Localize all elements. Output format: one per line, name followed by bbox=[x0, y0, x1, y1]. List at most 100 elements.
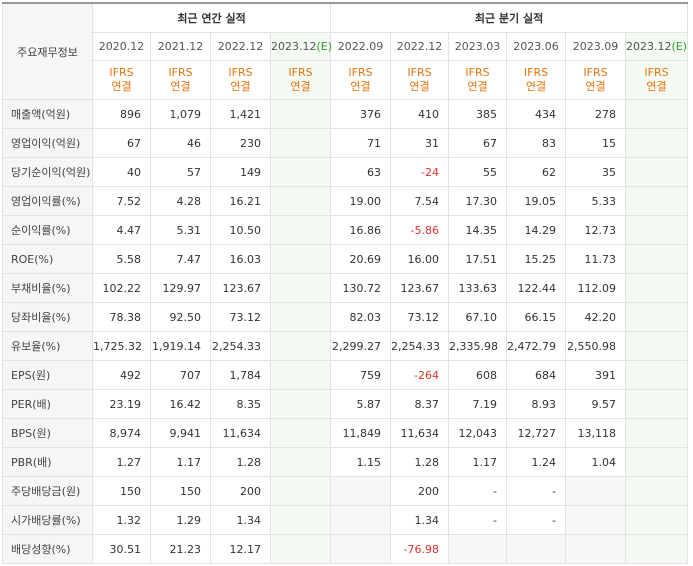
value-cell: 1,421 bbox=[210, 99, 271, 129]
empty-cell bbox=[625, 186, 689, 216]
value-cell: 23.19 bbox=[92, 389, 151, 419]
value-cell: 1.24 bbox=[506, 447, 567, 477]
data-row: 영업이익률(%) 7.52 4.28 16.21 19.00 7.54 17.30 19.05… bbox=[2, 186, 689, 216]
value-cell: 20.69 bbox=[330, 244, 392, 274]
value-cell: 40 bbox=[92, 157, 151, 187]
value-cell: 278 bbox=[565, 99, 627, 129]
value-cell: 17.30 bbox=[448, 186, 508, 216]
basis-text: IFRS bbox=[583, 66, 608, 79]
value-cell: 5.31 bbox=[150, 215, 211, 245]
data-row: 당기순이익(억원) 40 57 149 63 -24 55 62 35 bbox=[2, 157, 689, 187]
empty-cell bbox=[565, 476, 627, 506]
basis-text: 연결 bbox=[170, 80, 191, 93]
value-cell: 16.03 bbox=[210, 244, 271, 274]
value-cell: 8.37 bbox=[390, 389, 450, 419]
value-cell: 12,727 bbox=[506, 418, 567, 448]
row-label: 부채비율(%) bbox=[2, 273, 93, 303]
value-cell: 11,634 bbox=[210, 418, 271, 448]
data-row: BPS(원) 8,974 9,941 11,634 11,849 11,634 12,043… bbox=[2, 418, 689, 448]
row-label: PBR(배) bbox=[2, 447, 93, 477]
row-label: 순이익률(%) bbox=[2, 215, 93, 245]
basis-cell: IFRS 연결 bbox=[506, 60, 567, 100]
value-cell: 896 bbox=[92, 99, 151, 129]
data-row: 매출액(억원) 896 1,079 1,421 376 410 385 434 278 bbox=[2, 99, 689, 129]
value-cell: 8.35 bbox=[210, 389, 271, 419]
value-cell: 7.19 bbox=[448, 389, 508, 419]
column-date: 2020.12 bbox=[92, 32, 151, 61]
empty-cell bbox=[269, 273, 332, 303]
value-cell: 200 bbox=[390, 476, 450, 506]
value-cell: 2,472.79 bbox=[506, 331, 567, 361]
value-cell: 123.67 bbox=[390, 273, 450, 303]
value-cell: 200 bbox=[210, 476, 271, 506]
value-cell: 376 bbox=[330, 99, 392, 129]
basis-text: IFRS bbox=[644, 66, 669, 79]
group-title: 최근 연간 실적 bbox=[91, 2, 332, 33]
data-row: 순이익률(%) 4.47 5.31 10.50 16.86 -5.86 14.35 14.29… bbox=[2, 215, 689, 245]
value-cell: 1.29 bbox=[150, 505, 211, 535]
value-cell: 1.34 bbox=[390, 505, 450, 535]
empty-cell bbox=[625, 447, 689, 477]
value-cell: 759 bbox=[330, 360, 392, 390]
column-date: 2022.12 bbox=[210, 32, 271, 61]
value-cell: 1,784 bbox=[210, 360, 271, 390]
value-cell: 31 bbox=[390, 128, 450, 158]
empty-cell bbox=[269, 99, 332, 129]
value-cell: 608 bbox=[448, 360, 508, 390]
row-label: 영업이익률(%) bbox=[2, 186, 93, 216]
header-row: 주요재무정보 최근 연간 실적 최근 분기 실적 bbox=[2, 2, 689, 100]
estimate-mark: (E) bbox=[316, 40, 333, 53]
row-label: 유보율(%) bbox=[2, 331, 93, 361]
value-cell: -76.98 bbox=[390, 534, 450, 564]
value-cell: 19.05 bbox=[506, 186, 567, 216]
basis-text: IFRS bbox=[109, 66, 134, 79]
value-cell: 30.51 bbox=[92, 534, 151, 564]
empty-cell bbox=[269, 215, 332, 245]
basis-text: 연결 bbox=[290, 80, 311, 93]
value-cell: 16.00 bbox=[390, 244, 450, 274]
date-text: 2021.12 bbox=[157, 40, 204, 53]
value-cell: 13,118 bbox=[565, 418, 627, 448]
data-row: 당좌비율(%) 78.38 92.50 73.12 82.03 73.12 67.10 66.… bbox=[2, 302, 689, 332]
empty-cell bbox=[625, 99, 689, 129]
empty-cell bbox=[565, 505, 627, 535]
value-cell: - bbox=[448, 476, 508, 506]
row-label: BPS(원) bbox=[2, 418, 93, 448]
value-cell: 92.50 bbox=[150, 302, 211, 332]
value-cell: 83 bbox=[506, 128, 567, 158]
value-cell: 66.15 bbox=[506, 302, 567, 332]
empty-cell bbox=[269, 302, 332, 332]
empty-cell bbox=[269, 186, 332, 216]
value-cell: 8.93 bbox=[506, 389, 567, 419]
group-title: 최근 분기 실적 bbox=[330, 2, 689, 33]
value-cell: 46 bbox=[150, 128, 211, 158]
basis-cell: IFRS 연결 bbox=[330, 60, 392, 100]
empty-cell bbox=[269, 244, 332, 274]
empty-cell bbox=[506, 534, 567, 564]
empty-cell bbox=[625, 244, 689, 274]
basis-text: IFRS bbox=[523, 66, 549, 79]
row-label: 당좌비율(%) bbox=[2, 302, 93, 332]
value-cell: 15.25 bbox=[506, 244, 567, 274]
data-row: 시가배당률(%) 1.32 1.29 1.34 1.34- - bbox=[2, 505, 689, 535]
value-cell: 67.10 bbox=[448, 302, 508, 332]
date-text: 2023.12 bbox=[271, 40, 317, 53]
empty-cell bbox=[269, 534, 332, 564]
value-cell: 492 bbox=[92, 360, 151, 390]
empty-cell bbox=[448, 534, 508, 564]
value-cell: 78.38 bbox=[92, 302, 151, 332]
empty-cell bbox=[625, 157, 689, 187]
value-cell: 12.17 bbox=[210, 534, 271, 564]
empty-cell bbox=[625, 331, 689, 361]
value-cell: - bbox=[506, 476, 567, 506]
basis-cell: IFRS 연결 bbox=[448, 60, 508, 100]
value-cell: 35 bbox=[565, 157, 627, 187]
value-cell: 9,941 bbox=[150, 418, 211, 448]
value-cell: 1,079 bbox=[150, 99, 211, 129]
value-cell: 7.52 bbox=[92, 186, 151, 216]
basis-text: IFRS bbox=[168, 66, 193, 79]
data-row: 영업이익(억원) 67 46 230 71 31 67 83 15 bbox=[2, 128, 689, 158]
empty-cell bbox=[269, 128, 332, 158]
basis-text: 연결 bbox=[409, 80, 430, 93]
